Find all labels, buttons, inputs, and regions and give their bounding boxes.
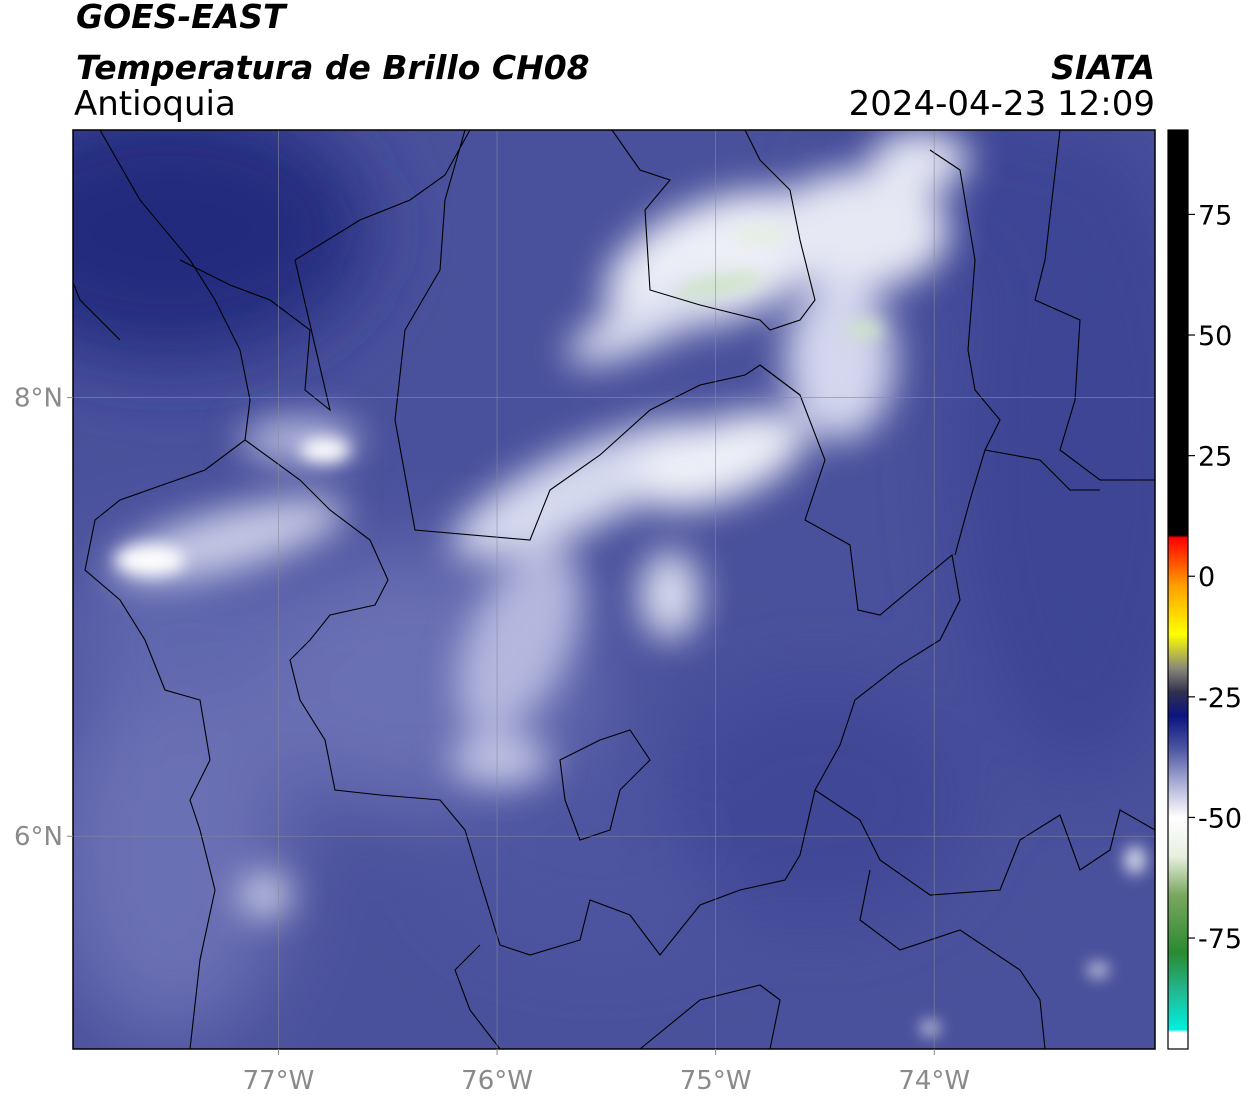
x-tick-label: 76°W — [461, 1066, 533, 1096]
y-tick-label: 6°N — [14, 822, 63, 852]
grid — [73, 130, 1155, 1049]
colorbar-tick-label: 75 — [1198, 200, 1232, 231]
x-tick-label: 77°W — [243, 1066, 315, 1096]
x-tick-label: 74°W — [898, 1066, 970, 1096]
colorbar: 75 50 25 0 -25 -50 -75 — [1167, 129, 1242, 1050]
x-tick-label: 75°W — [680, 1066, 752, 1096]
subtitle: Temperatura de Brillo CH08 — [76, 48, 590, 87]
colorbar-scale — [1167, 129, 1189, 1050]
colorbar-tick-label: 25 — [1198, 442, 1232, 473]
temperature-field — [73, 130, 1155, 1040]
colorbar-tick-label: 50 — [1198, 321, 1232, 352]
source: SIATA — [1051, 48, 1155, 87]
title: GOES-EAST — [76, 0, 288, 36]
y-tick-label: 8°N — [14, 384, 63, 414]
boundaries — [73, 130, 1155, 1049]
map-frame — [72, 129, 1156, 1050]
colorbar-tick-label: -50 — [1198, 803, 1242, 834]
colorbar-tick-label: -75 — [1198, 924, 1242, 955]
map-image — [73, 130, 1155, 1049]
region: Antioquia — [74, 84, 236, 124]
clouds — [113, 130, 970, 915]
cloud-cores — [115, 227, 1145, 1034]
colorbar-tick-label: -25 — [1198, 683, 1242, 714]
datetime: 2024-04-23 12:09 — [849, 84, 1155, 124]
colorbar-tick-label: 0 — [1198, 562, 1215, 593]
